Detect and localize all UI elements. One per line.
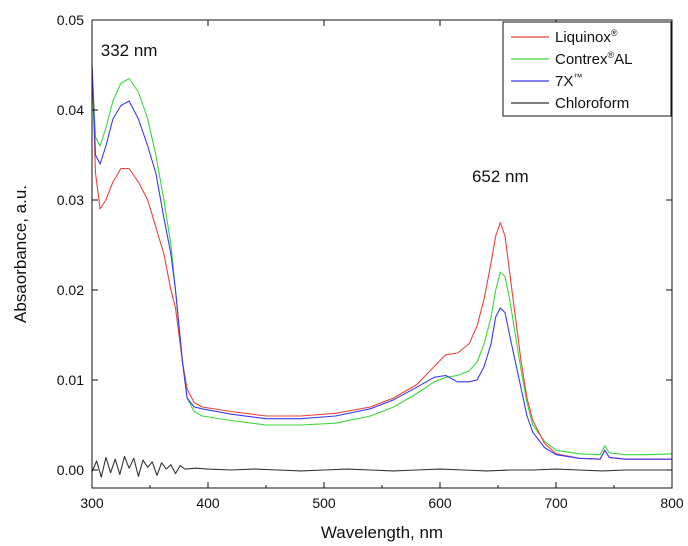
legend-entry: Chloroform — [555, 95, 629, 112]
x-tick-label: 400 — [196, 495, 220, 511]
legend-entry: Liquinox® — [555, 28, 618, 46]
y-tick-label: 0.00 — [57, 462, 84, 478]
y-tick-label: 0.02 — [57, 282, 84, 298]
y-axis-label: Absaorbance, a.u. — [11, 185, 30, 323]
series-line-7x — [92, 64, 672, 460]
x-tick-label: 800 — [660, 495, 684, 511]
series-layer — [92, 64, 672, 478]
y-tick-label: 0.04 — [57, 102, 84, 118]
x-tick-label: 300 — [80, 495, 104, 511]
peak-annotation: 332 nm — [101, 41, 158, 60]
y-tick-label: 0.05 — [57, 12, 84, 28]
x-tick-label: 700 — [544, 495, 568, 511]
x-tick-label: 600 — [428, 495, 452, 511]
series-line-chloroform — [92, 455, 672, 478]
legend-entry: Contrex®AL — [555, 50, 633, 68]
ticks-layer: 300 400 500 600 700 800 0.00 0.01 0.02 0.03 0.04 0.… — [57, 12, 684, 511]
peak-annotation: 652 nm — [472, 167, 529, 186]
series-line-contrex — [92, 64, 672, 456]
series-line-liquinox — [92, 64, 672, 460]
y-tick-label: 0.03 — [57, 192, 84, 208]
x-axis-label: Wavelength, nm — [321, 523, 443, 542]
y-tick-label: 0.01 — [57, 372, 84, 388]
annotation-layer: 332 nm 652 nm — [101, 41, 529, 186]
x-tick-label: 500 — [312, 495, 336, 511]
legend-box — [502, 21, 672, 117]
